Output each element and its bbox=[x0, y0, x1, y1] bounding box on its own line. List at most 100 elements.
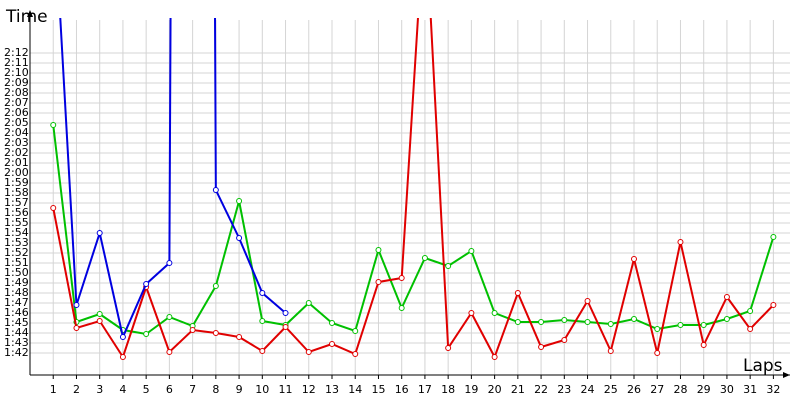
data-point bbox=[96, 230, 103, 236]
data-point bbox=[677, 322, 684, 328]
data-point bbox=[421, 255, 428, 261]
x-tick-label: 17 bbox=[418, 383, 432, 396]
plot-area bbox=[50, 18, 777, 360]
y-tick-label: 1:57 bbox=[4, 196, 29, 209]
y-tick-label: 2:11 bbox=[4, 56, 29, 69]
y-tick-label: 2:00 bbox=[4, 166, 29, 179]
data-point bbox=[561, 337, 568, 343]
y-tick-label: 2:06 bbox=[4, 106, 29, 119]
x-axis-label: Laps bbox=[743, 356, 783, 376]
data-point bbox=[96, 318, 103, 324]
data-point bbox=[305, 300, 312, 306]
x-tick-label: 19 bbox=[464, 383, 478, 396]
data-point bbox=[236, 334, 243, 340]
data-point bbox=[631, 256, 637, 262]
data-point bbox=[50, 205, 57, 211]
data-point bbox=[212, 187, 219, 193]
data-point bbox=[700, 322, 707, 328]
data-point bbox=[329, 320, 335, 326]
data-point bbox=[747, 326, 754, 332]
x-tick-label: 32 bbox=[766, 383, 780, 396]
data-point bbox=[352, 328, 359, 334]
data-point bbox=[631, 316, 637, 322]
y-tick-label: 2:03 bbox=[4, 136, 29, 149]
data-point bbox=[468, 248, 475, 254]
y-tick-label: 1:52 bbox=[4, 246, 29, 259]
x-tick-label: 29 bbox=[697, 383, 711, 396]
y-tick-label: 1:56 bbox=[4, 206, 29, 219]
y-tick-label: 2:05 bbox=[4, 116, 29, 129]
x-tick-label: 23 bbox=[557, 383, 571, 396]
data-point bbox=[538, 344, 545, 350]
x-tick-label: 22 bbox=[534, 383, 548, 396]
data-point bbox=[259, 290, 266, 296]
data-point bbox=[607, 348, 614, 354]
y-tick-label: 1:54 bbox=[4, 226, 29, 239]
x-tick-label: 26 bbox=[627, 383, 641, 396]
data-point bbox=[514, 319, 521, 325]
y-tick-label: 1:58 bbox=[4, 186, 29, 199]
data-point bbox=[166, 349, 173, 355]
x-tick-label: 25 bbox=[604, 383, 618, 396]
data-point bbox=[212, 283, 219, 289]
y-tick-label: 1:50 bbox=[4, 266, 29, 279]
data-point bbox=[212, 330, 219, 336]
x-tick-label: 16 bbox=[395, 383, 409, 396]
x-tick-label: 5 bbox=[143, 383, 150, 396]
x-tick-label: 7 bbox=[189, 383, 196, 396]
x-tick-label: 24 bbox=[581, 383, 595, 396]
data-point bbox=[305, 349, 312, 355]
y-tick-label: 1:55 bbox=[4, 216, 29, 229]
data-point bbox=[73, 325, 80, 331]
x-tick-label: 6 bbox=[166, 383, 173, 396]
y-axis-arrow bbox=[27, 10, 33, 17]
data-point bbox=[375, 279, 382, 285]
x-tick-label: 21 bbox=[511, 383, 525, 396]
data-point bbox=[584, 298, 591, 304]
data-point bbox=[143, 281, 150, 287]
data-point bbox=[398, 275, 405, 281]
data-point bbox=[398, 305, 405, 311]
x-tick-label: 15 bbox=[371, 383, 385, 396]
x-tick-label: 13 bbox=[325, 383, 339, 396]
y-axis-label: Time bbox=[5, 7, 48, 27]
data-point bbox=[352, 351, 359, 357]
series-line bbox=[52, 124, 775, 336]
x-tick-label: 3 bbox=[96, 383, 103, 396]
x-tick-label: 9 bbox=[236, 383, 243, 396]
x-tick-label: 12 bbox=[302, 383, 316, 396]
data-point bbox=[259, 348, 266, 354]
data-point bbox=[96, 311, 103, 317]
x-axis-arrow bbox=[783, 372, 790, 378]
data-point bbox=[119, 334, 126, 340]
data-point bbox=[282, 310, 289, 316]
x-tick-label: 18 bbox=[441, 383, 455, 396]
data-point bbox=[236, 235, 243, 241]
data-point bbox=[73, 302, 80, 308]
y-tick-label: 1:51 bbox=[4, 256, 29, 269]
y-tick-label: 1:49 bbox=[4, 276, 29, 289]
y-tick-label: 2:12 bbox=[4, 46, 29, 59]
x-tick-label: 2 bbox=[73, 383, 80, 396]
data-point bbox=[538, 319, 545, 325]
data-point bbox=[770, 234, 777, 240]
data-point bbox=[189, 327, 196, 333]
data-point bbox=[654, 350, 661, 356]
data-point bbox=[700, 342, 707, 348]
x-tick-label: 1 bbox=[50, 383, 57, 396]
data-point bbox=[491, 354, 498, 360]
data-point bbox=[236, 198, 243, 204]
data-point bbox=[50, 122, 57, 128]
y-tick-label: 2:02 bbox=[4, 146, 29, 159]
data-point bbox=[166, 314, 173, 320]
y-tick-label: 2:10 bbox=[4, 66, 29, 79]
data-point bbox=[654, 326, 661, 332]
y-tick-label: 2:04 bbox=[4, 126, 29, 139]
x-tick-label: 28 bbox=[673, 383, 687, 396]
data-point bbox=[143, 331, 150, 337]
data-point bbox=[491, 310, 498, 316]
data-point bbox=[723, 294, 730, 300]
y-tick-label: 1:43 bbox=[4, 336, 29, 349]
x-tick-label: 14 bbox=[348, 383, 362, 396]
x-tick-label: 27 bbox=[650, 383, 664, 396]
